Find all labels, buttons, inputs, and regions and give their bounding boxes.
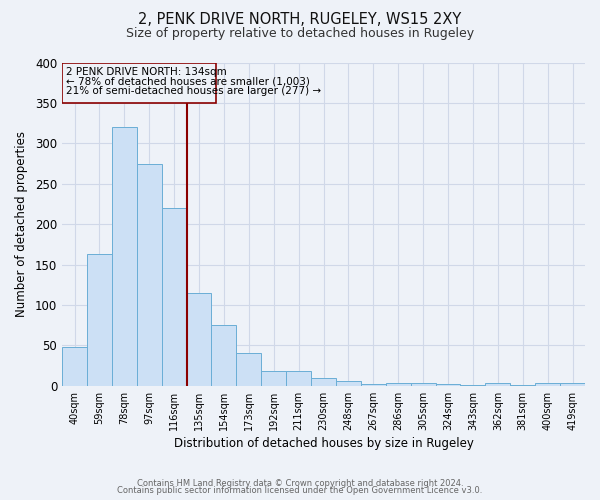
- Text: Size of property relative to detached houses in Rugeley: Size of property relative to detached ho…: [126, 28, 474, 40]
- Bar: [187, 293, 211, 386]
- Text: Contains HM Land Registry data © Crown copyright and database right 2024.: Contains HM Land Registry data © Crown c…: [137, 478, 463, 488]
- Bar: [311, 378, 336, 386]
- Bar: [485, 384, 510, 386]
- Text: Contains public sector information licensed under the Open Government Licence v3: Contains public sector information licen…: [118, 486, 482, 495]
- Bar: [336, 381, 361, 386]
- FancyBboxPatch shape: [62, 62, 217, 103]
- Bar: [161, 208, 187, 386]
- Bar: [460, 385, 485, 386]
- Bar: [436, 384, 460, 386]
- Bar: [535, 384, 560, 386]
- Y-axis label: Number of detached properties: Number of detached properties: [15, 131, 28, 317]
- Text: ← 78% of detached houses are smaller (1,003): ← 78% of detached houses are smaller (1,…: [66, 76, 310, 86]
- X-axis label: Distribution of detached houses by size in Rugeley: Distribution of detached houses by size …: [173, 437, 473, 450]
- Bar: [112, 127, 137, 386]
- Bar: [386, 382, 410, 386]
- Bar: [361, 384, 386, 386]
- Text: 2, PENK DRIVE NORTH, RUGELEY, WS15 2XY: 2, PENK DRIVE NORTH, RUGELEY, WS15 2XY: [139, 12, 461, 28]
- Bar: [410, 384, 436, 386]
- Text: 21% of semi-detached houses are larger (277) →: 21% of semi-detached houses are larger (…: [66, 86, 321, 96]
- Bar: [62, 347, 87, 386]
- Bar: [510, 385, 535, 386]
- Bar: [211, 325, 236, 386]
- Bar: [261, 372, 286, 386]
- Bar: [236, 354, 261, 386]
- Text: 2 PENK DRIVE NORTH: 134sqm: 2 PENK DRIVE NORTH: 134sqm: [66, 66, 227, 76]
- Bar: [87, 254, 112, 386]
- Bar: [137, 164, 161, 386]
- Bar: [560, 384, 585, 386]
- Bar: [286, 372, 311, 386]
